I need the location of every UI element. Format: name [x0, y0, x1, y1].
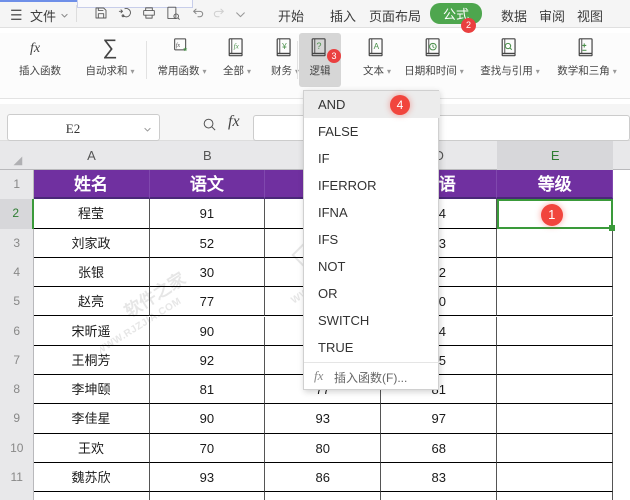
svg-text:fx: fx	[30, 40, 41, 56]
svg-text:A: A	[374, 42, 380, 51]
svg-text:?: ?	[316, 41, 321, 51]
svg-text:fx: fx	[176, 42, 181, 49]
svg-text:¥: ¥	[281, 42, 287, 51]
svg-text:fx: fx	[234, 41, 240, 50]
